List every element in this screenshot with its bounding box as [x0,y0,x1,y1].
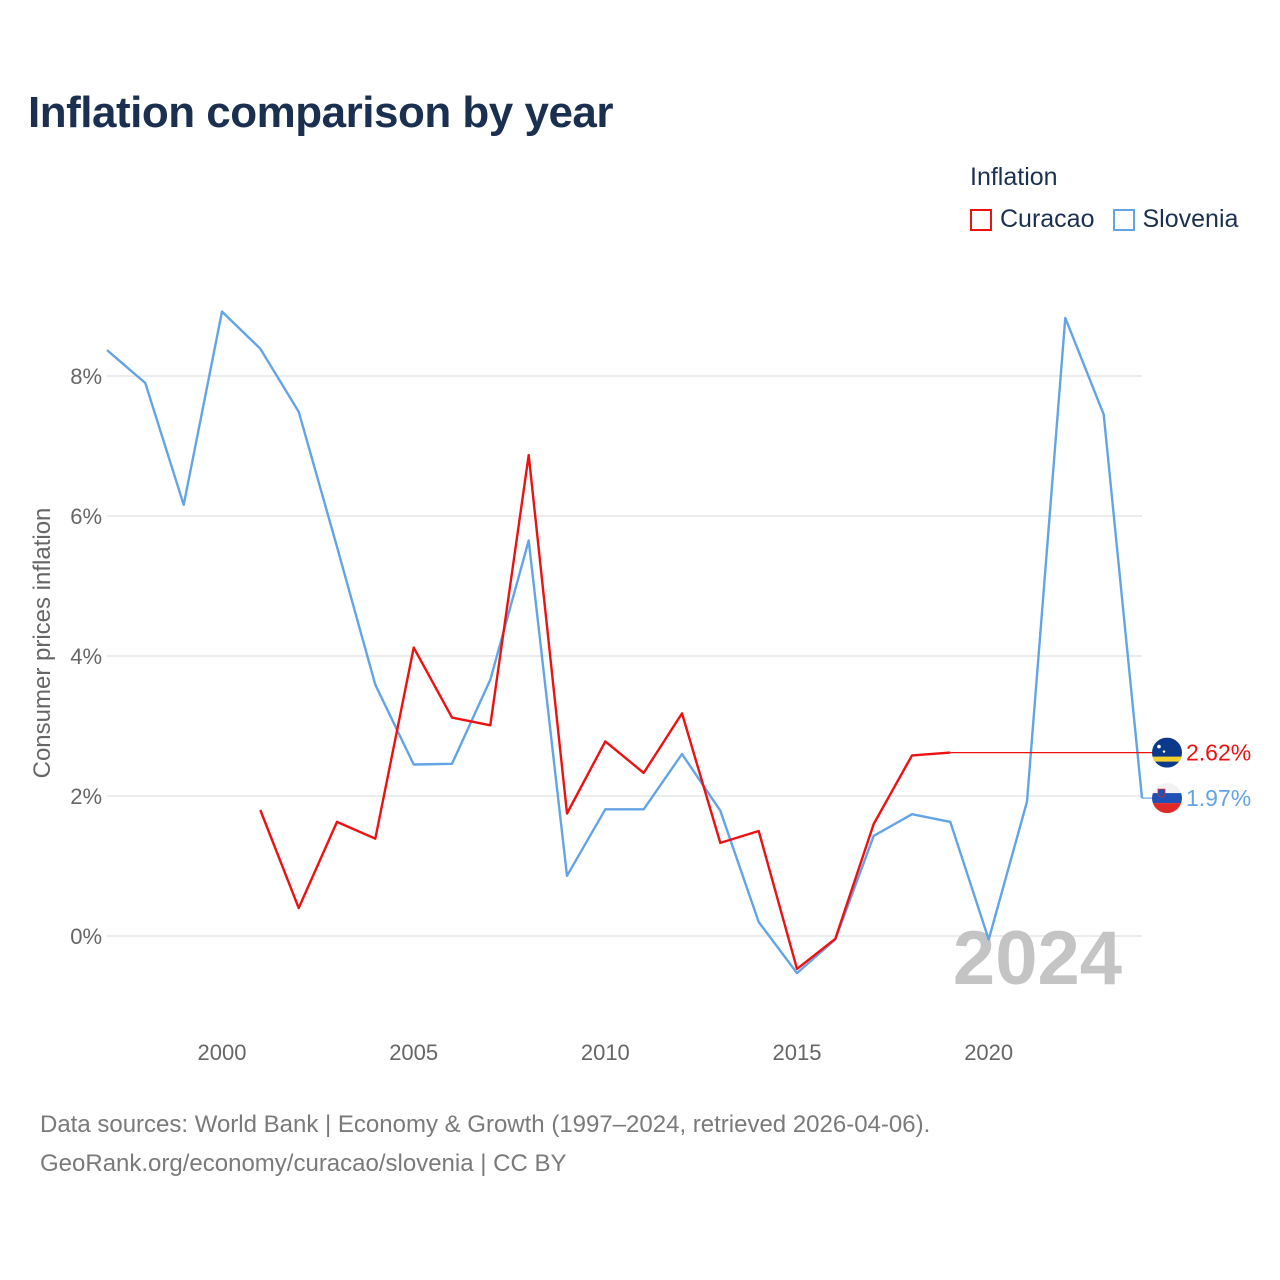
y-tick-label: 2% [70,784,102,809]
flag-coat-of-arms [1157,788,1166,798]
legend-label-slovenia: Slovenia [1142,205,1239,233]
flag-star [1157,744,1161,749]
grid-lines [107,375,1142,937]
legend-label-curacao: Curacao [1000,205,1095,233]
end-value-label-curacao: 2.62% [1186,740,1251,766]
y-axis-ticks: 0% 2% 4% 6% 8% [70,364,102,949]
x-tick-label: 2005 [389,1040,438,1065]
flag-stripe-white [1152,783,1182,794]
series-line-curacao [259,453,951,971]
legend-item-curacao[interactable]: Curacao [970,205,1095,234]
flag-stripe-blue [1152,793,1182,804]
legend-swatch-curacao [970,208,992,231]
y-tick-label: 0% [70,924,102,949]
end-markers: 2.62% 1.97% [950,737,1251,814]
legend-item-slovenia[interactable]: Slovenia [1112,205,1239,234]
series-line-slovenia [106,310,1144,975]
end-value-label-slovenia: 1.97% [1186,785,1251,811]
slovenia-flag-icon [1152,783,1182,814]
y-tick-label: 8% [70,364,102,389]
source-line-1: Data sources: World Bank | Economy & Gro… [40,1111,931,1138]
y-tick-label: 6% [70,504,102,529]
curacao-flag-icon [1152,737,1182,768]
x-tick-label: 2010 [581,1040,630,1065]
x-axis-ticks: 2000 2005 2010 2015 2020 [198,1040,1014,1065]
legend: Curacao Slovenia [970,205,1256,234]
x-tick-label: 2000 [198,1040,247,1065]
legend-title: Inflation [970,163,1058,191]
flag-stripe-red [1152,803,1182,814]
y-axis-label: Consumer prices inflation [29,508,56,779]
flag-star [1162,750,1166,753]
source-line-2[interactable]: GeoRank.org/economy/curacao/slovenia | C… [40,1150,567,1177]
x-tick-label: 2015 [773,1040,822,1065]
y-tick-label: 4% [70,644,102,669]
x-tick-label: 2020 [964,1040,1013,1065]
flag-field [1152,737,1182,768]
current-year-label: 2024 [953,916,1122,1001]
chart-title: Inflation comparison by year [28,88,614,137]
flag-band [1152,756,1182,762]
data-source: Data sources: World Bank | Economy & Gro… [40,1105,930,1183]
series-lines [106,310,1144,975]
legend-swatch-slovenia [1112,208,1135,231]
